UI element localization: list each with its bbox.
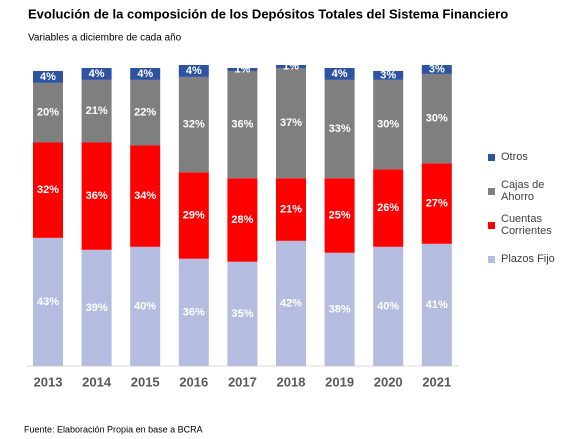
legend-swatch bbox=[488, 187, 495, 195]
value-label: 30% bbox=[377, 119, 399, 131]
bar-segment bbox=[324, 252, 355, 366]
value-label: 1% bbox=[283, 60, 299, 72]
value-label: 40% bbox=[134, 300, 156, 312]
bar-segment bbox=[227, 178, 258, 262]
bar-segment bbox=[227, 261, 258, 366]
legend-item: Plazos Fijo bbox=[488, 242, 558, 276]
bar-segment bbox=[227, 70, 258, 179]
legend-label: Cajas de Ahorro bbox=[501, 179, 545, 203]
x-tick-label: 2018 bbox=[277, 374, 306, 389]
value-label: 21% bbox=[86, 105, 108, 117]
value-label: 29% bbox=[183, 209, 205, 221]
value-label: 41% bbox=[426, 299, 448, 311]
bar-segment bbox=[276, 240, 306, 366]
bar-segment bbox=[324, 79, 355, 179]
legend-label: Plazos Fijo bbox=[501, 253, 555, 265]
bar-segment bbox=[33, 142, 63, 238]
legend-item: Cuentas Corrientes bbox=[488, 208, 558, 242]
value-label: 21% bbox=[280, 203, 302, 215]
bar-segment bbox=[373, 169, 404, 247]
value-label: 36% bbox=[183, 306, 205, 318]
legend: Otros Cajas de Ahorro Cuentas Corrientes Pl… bbox=[488, 140, 558, 276]
value-label: 3% bbox=[429, 63, 445, 75]
x-tick-label: 2016 bbox=[179, 374, 208, 389]
bar-segment bbox=[178, 65, 209, 77]
legend-swatch bbox=[488, 255, 495, 263]
value-label: 39% bbox=[86, 302, 108, 314]
bar-segment bbox=[421, 73, 452, 164]
legend-label: Otros bbox=[501, 151, 528, 163]
bar-segment bbox=[276, 65, 306, 68]
bar-segment bbox=[276, 178, 306, 241]
x-tick-label: 2017 bbox=[228, 374, 257, 389]
value-label: 4% bbox=[40, 71, 56, 83]
value-label: 33% bbox=[329, 123, 351, 135]
bar-segment bbox=[130, 67, 161, 80]
bar-segment bbox=[130, 145, 161, 247]
bar-segment bbox=[33, 237, 63, 366]
value-label: 40% bbox=[377, 300, 399, 312]
value-label: 38% bbox=[329, 303, 351, 315]
legend-item: Cajas de Ahorro bbox=[488, 174, 558, 208]
bar-segment bbox=[178, 172, 209, 259]
bar-segment bbox=[421, 243, 452, 366]
bar-segment bbox=[178, 258, 209, 366]
bar-segment bbox=[33, 70, 63, 83]
bar-segment bbox=[324, 178, 355, 253]
x-tick-label: 2019 bbox=[325, 374, 354, 389]
value-label: 4% bbox=[186, 65, 202, 77]
value-label: 4% bbox=[137, 68, 153, 80]
value-label: 30% bbox=[426, 113, 448, 125]
value-label: 1% bbox=[234, 63, 250, 75]
x-tick-label: 2020 bbox=[374, 374, 403, 389]
value-label: 28% bbox=[231, 214, 253, 226]
value-label: 25% bbox=[329, 209, 351, 221]
x-tick-label: 2013 bbox=[34, 374, 63, 389]
bar-segment bbox=[421, 65, 452, 74]
legend-swatch bbox=[488, 153, 495, 161]
bar-segment bbox=[81, 79, 112, 143]
bar-segment bbox=[130, 246, 161, 366]
bar-segment bbox=[276, 67, 306, 179]
bar-segment bbox=[81, 142, 112, 250]
value-label: 22% bbox=[134, 107, 156, 119]
value-label: 42% bbox=[280, 297, 302, 309]
value-label: 4% bbox=[332, 68, 348, 80]
value-label: 32% bbox=[183, 119, 205, 131]
x-tick-label: 2014 bbox=[82, 374, 112, 389]
bar-segment bbox=[421, 163, 452, 244]
value-label: 35% bbox=[231, 308, 253, 320]
bar-segment bbox=[81, 67, 112, 80]
chart-subtitle: Variables a diciembre de cada año bbox=[28, 33, 182, 44]
x-tick-label: 2015 bbox=[131, 374, 160, 389]
bar-segment bbox=[178, 76, 209, 173]
value-label: 36% bbox=[231, 119, 253, 131]
value-label: 27% bbox=[426, 197, 448, 209]
bar-segment bbox=[81, 249, 112, 366]
value-label: 36% bbox=[86, 190, 108, 202]
bar-segment bbox=[324, 67, 355, 80]
value-label: 4% bbox=[89, 68, 105, 80]
value-label: 34% bbox=[134, 190, 156, 202]
x-tick-label: 2021 bbox=[422, 374, 451, 389]
bar-segment bbox=[130, 79, 161, 146]
value-label: 26% bbox=[377, 202, 399, 214]
chart-title: Evolución de la composición de los Depós… bbox=[28, 6, 508, 21]
value-label: 37% bbox=[280, 117, 302, 129]
legend-swatch bbox=[488, 221, 495, 229]
bar-segment bbox=[227, 67, 258, 71]
value-label: 3% bbox=[380, 69, 396, 81]
bar-segment bbox=[33, 82, 63, 143]
bar-segment bbox=[373, 246, 404, 366]
legend-item: Otros bbox=[488, 140, 558, 174]
legend-label: Cuentas Corrientes bbox=[501, 213, 552, 237]
value-label: 32% bbox=[37, 184, 59, 196]
source-note: Fuente: Elaboración Propia en base a BCR… bbox=[24, 424, 203, 434]
value-label: 20% bbox=[37, 107, 59, 119]
value-label: 43% bbox=[37, 296, 59, 308]
bar-segment bbox=[373, 70, 404, 80]
bar-segment bbox=[373, 79, 404, 170]
